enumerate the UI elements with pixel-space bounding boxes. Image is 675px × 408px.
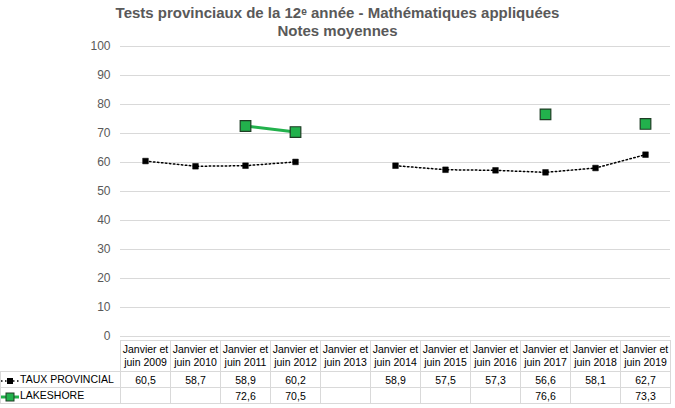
svg-text:80: 80 xyxy=(97,97,111,111)
html-text:Janvier et juin 2009: Janvier et juin 2009 xyxy=(122,343,169,368)
html-text:58,9: 58,9 xyxy=(235,373,256,386)
html-text:58,7: 58,7 xyxy=(185,373,206,386)
svg-text:40: 40 xyxy=(97,213,111,227)
html-text:Janvier et juin 2011: Janvier et juin 2011 xyxy=(222,343,269,368)
html-text:Notes moyennes: Notes moyennes xyxy=(277,22,398,39)
html-text:Janvier et juin 2013: Janvier et juin 2013 xyxy=(322,343,369,368)
html-text:Janvier et juin 2016: Janvier et juin 2016 xyxy=(472,343,519,368)
html-text:60,5: 60,5 xyxy=(135,373,156,386)
html-text:Janvier et juin 2014: Janvier et juin 2014 xyxy=(372,343,419,368)
html-text:Janvier et juin 2010: Janvier et juin 2010 xyxy=(172,343,219,368)
html-text:58,1: 58,1 xyxy=(585,373,606,386)
svg-text:90: 90 xyxy=(97,68,111,82)
svg-text:30: 30 xyxy=(97,242,111,256)
html-text:60,2: 60,2 xyxy=(285,373,306,386)
html-text:Janvier et juin 2017: Janvier et juin 2017 xyxy=(522,343,569,368)
html-text:76,6: 76,6 xyxy=(535,389,556,402)
svg-text:0: 0 xyxy=(104,329,111,340)
svg-text:60: 60 xyxy=(97,155,111,169)
svg-text:70: 70 xyxy=(97,126,111,140)
html-text:LAKESHORE: LAKESHORE xyxy=(20,389,85,402)
html-text:62,7: 62,7 xyxy=(635,373,656,386)
html-text:57,3: 57,3 xyxy=(485,373,506,386)
html-text:TAUX PROVINCIAL: TAUX PROVINCIAL xyxy=(20,373,114,386)
html-text:Janvier et juin 2018: Janvier et juin 2018 xyxy=(572,343,619,368)
html-text:58,9: 58,9 xyxy=(385,373,406,386)
html-text:Janvier et juin 2012: Janvier et juin 2012 xyxy=(272,343,319,368)
html-text:Janvier et juin 2019: Janvier et juin 2019 xyxy=(622,343,669,368)
svg-text:20: 20 xyxy=(97,271,111,285)
svg-text:50: 50 xyxy=(97,184,111,198)
html-text:73,3: 73,3 xyxy=(635,389,656,402)
svg-text:100: 100 xyxy=(90,39,110,53)
svg-text:10: 10 xyxy=(97,300,111,314)
html-text:Janvier et juin 2015: Janvier et juin 2015 xyxy=(422,343,469,368)
html-text:57,5: 57,5 xyxy=(435,373,456,386)
html-text:72,6: 72,6 xyxy=(235,389,256,402)
html-text:Tests provinciaux de la 12ᵉ an: Tests provinciaux de la 12ᵉ année - Math… xyxy=(115,4,560,21)
html-text:56,6: 56,6 xyxy=(535,373,556,386)
html-text:70,5: 70,5 xyxy=(285,389,306,402)
